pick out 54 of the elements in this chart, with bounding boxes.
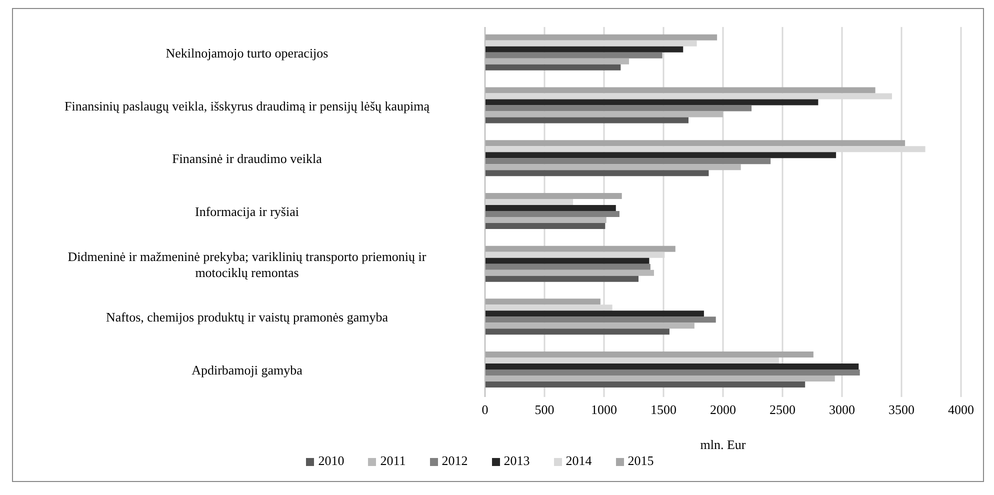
legend-label: 2014: [566, 453, 592, 468]
x-tick-label: 2500: [770, 402, 796, 418]
x-tick-label: 3000: [829, 402, 855, 418]
x-tick-label: 0: [482, 402, 488, 418]
y-tick-label: Finansinė ir draudimo veikla: [172, 151, 322, 166]
x-tick-label: 3500: [888, 402, 914, 418]
bar: [485, 64, 621, 70]
bar: [485, 158, 771, 164]
y-tick-label: Didmeninė ir mažmeninė prekyba; variklinių transporto priemonių ir motociklų remontas: [68, 248, 427, 280]
bar: [485, 264, 650, 270]
bar: [485, 310, 704, 317]
bar: [485, 198, 574, 205]
bar: [485, 258, 650, 264]
y-tick-label: Finansinių paslaugų veikla, išskyrus draudimą ir pensijų lėšų kaupimą: [64, 98, 430, 114]
legend-label: 2010: [318, 453, 344, 468]
x-tick-label: 4000: [948, 402, 974, 418]
bar: [485, 316, 716, 323]
bar: [485, 105, 752, 112]
bar: [485, 328, 670, 335]
bar: [485, 117, 688, 124]
bar: [485, 170, 709, 176]
bar: [485, 40, 697, 46]
y-tick-label: Informacija ir ryšiai: [195, 204, 300, 219]
bar: [485, 204, 616, 211]
bar: [485, 352, 814, 358]
legend-label: 2011: [380, 453, 406, 468]
x-tick-label: 1500: [650, 402, 676, 418]
bar: [485, 210, 620, 217]
legend-label: 2012: [442, 453, 468, 468]
legend-label: 2015: [628, 453, 654, 468]
x-tick-label: 2000: [710, 402, 736, 418]
x-tick-label: 500: [534, 402, 554, 418]
bar: [485, 358, 779, 364]
bar: [485, 46, 684, 52]
x-axis-title: mln. Eur: [700, 437, 746, 452]
bar: [485, 382, 806, 388]
bar: [485, 364, 859, 370]
bar: [485, 246, 676, 252]
bar: [485, 140, 906, 146]
y-tick-label: Nekilnojamojo turto operacijos: [166, 45, 328, 60]
bar: [485, 152, 836, 158]
bar: [485, 99, 818, 106]
bar: [485, 87, 876, 94]
bar: [485, 276, 639, 282]
y-tick-label: Naftos, chemijos produktų ir vaistų pramonės gamyba: [106, 310, 388, 325]
x-tick-label: 1000: [591, 402, 617, 418]
bar: [485, 52, 662, 58]
bar: [485, 370, 860, 376]
bar: [485, 298, 600, 305]
bar: [485, 222, 606, 229]
legend-label: 2013: [504, 453, 530, 468]
y-tick-label: Apdirbamoji gamyba: [192, 362, 303, 378]
bar: [485, 192, 622, 199]
bar: [485, 34, 718, 40]
